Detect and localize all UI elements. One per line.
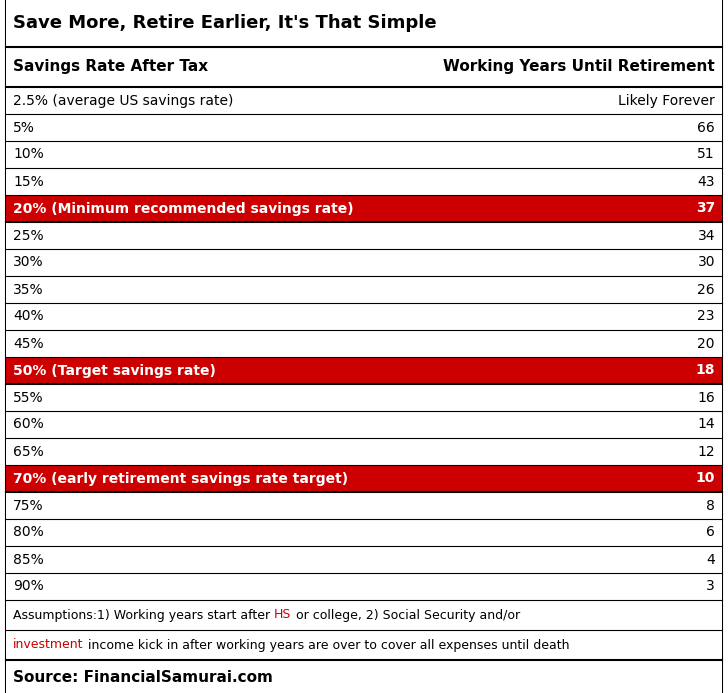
Bar — [6, 141, 722, 168]
Text: 8: 8 — [706, 498, 715, 513]
Text: Savings Rate After Tax: Savings Rate After Tax — [13, 60, 208, 75]
Text: 23: 23 — [697, 310, 715, 324]
Text: 3: 3 — [706, 579, 715, 593]
Text: 85%: 85% — [13, 552, 44, 566]
Text: 45%: 45% — [13, 337, 44, 351]
Text: 80%: 80% — [13, 525, 44, 539]
Bar — [6, 519, 722, 546]
Text: HS: HS — [274, 608, 291, 622]
Text: 20: 20 — [697, 337, 715, 351]
Text: 5%: 5% — [13, 121, 35, 134]
Text: 10: 10 — [696, 471, 715, 486]
Bar — [6, 168, 722, 195]
Text: 26: 26 — [697, 283, 715, 297]
Text: 65%: 65% — [13, 444, 44, 459]
Text: 70% (early retirement savings rate target): 70% (early retirement savings rate targe… — [13, 471, 348, 486]
Text: 55%: 55% — [13, 390, 44, 405]
Bar — [6, 47, 722, 87]
Text: Likely Forever: Likely Forever — [618, 94, 715, 107]
Text: 15%: 15% — [13, 175, 44, 188]
Text: 40%: 40% — [13, 310, 44, 324]
Text: 43: 43 — [697, 175, 715, 188]
Bar — [6, 330, 722, 357]
Text: 34: 34 — [697, 229, 715, 243]
Bar — [6, 114, 722, 141]
Text: 14: 14 — [697, 417, 715, 432]
Bar — [6, 357, 722, 384]
Bar — [6, 573, 722, 600]
Text: 25%: 25% — [13, 229, 44, 243]
Bar — [6, 546, 722, 573]
Text: 30: 30 — [697, 256, 715, 270]
Bar — [6, 630, 722, 660]
Bar — [6, 195, 722, 222]
Text: 12: 12 — [697, 444, 715, 459]
Bar — [6, 438, 722, 465]
Text: 75%: 75% — [13, 498, 44, 513]
Text: 30%: 30% — [13, 256, 44, 270]
Bar — [6, 660, 722, 693]
Bar — [6, 87, 722, 114]
Text: 10%: 10% — [13, 148, 44, 161]
Text: 20% (Minimum recommended savings rate): 20% (Minimum recommended savings rate) — [13, 202, 354, 216]
Text: 2.5% (average US savings rate): 2.5% (average US savings rate) — [13, 94, 234, 107]
Text: Assumptions:1) Working years start after: Assumptions:1) Working years start after — [13, 608, 274, 622]
Bar — [6, 303, 722, 330]
Text: Save More, Retire Earlier, It's That Simple: Save More, Retire Earlier, It's That Sim… — [13, 15, 437, 33]
Text: 60%: 60% — [13, 417, 44, 432]
Text: Source: FinancialSamurai.com: Source: FinancialSamurai.com — [13, 671, 273, 685]
Bar — [6, 0, 722, 47]
Text: 50% (Target savings rate): 50% (Target savings rate) — [13, 364, 216, 378]
Text: 66: 66 — [697, 121, 715, 134]
Text: 37: 37 — [696, 202, 715, 216]
Text: 18: 18 — [695, 364, 715, 378]
Text: income kick in after working years are over to cover all expenses until death: income kick in after working years are o… — [84, 638, 569, 651]
Text: or college, 2) Social Security and/or: or college, 2) Social Security and/or — [291, 608, 520, 622]
Bar — [6, 276, 722, 303]
Bar — [6, 222, 722, 249]
Bar — [6, 249, 722, 276]
Bar — [6, 492, 722, 519]
Bar — [6, 465, 722, 492]
Text: 90%: 90% — [13, 579, 44, 593]
Text: 35%: 35% — [13, 283, 44, 297]
Text: Working Years Until Retirement: Working Years Until Retirement — [443, 60, 715, 75]
Text: 51: 51 — [697, 148, 715, 161]
Bar — [6, 600, 722, 630]
Bar — [6, 384, 722, 411]
Bar — [6, 411, 722, 438]
Text: 4: 4 — [706, 552, 715, 566]
Text: 6: 6 — [706, 525, 715, 539]
Text: investment: investment — [13, 638, 84, 651]
Text: 16: 16 — [697, 390, 715, 405]
